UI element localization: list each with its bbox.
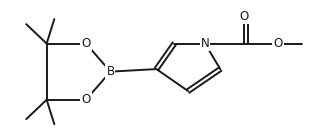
Text: O: O	[81, 37, 91, 50]
Text: O: O	[273, 37, 283, 50]
Text: N: N	[201, 37, 209, 50]
Text: O: O	[81, 93, 91, 106]
Text: B: B	[107, 65, 114, 78]
Text: O: O	[240, 10, 249, 23]
